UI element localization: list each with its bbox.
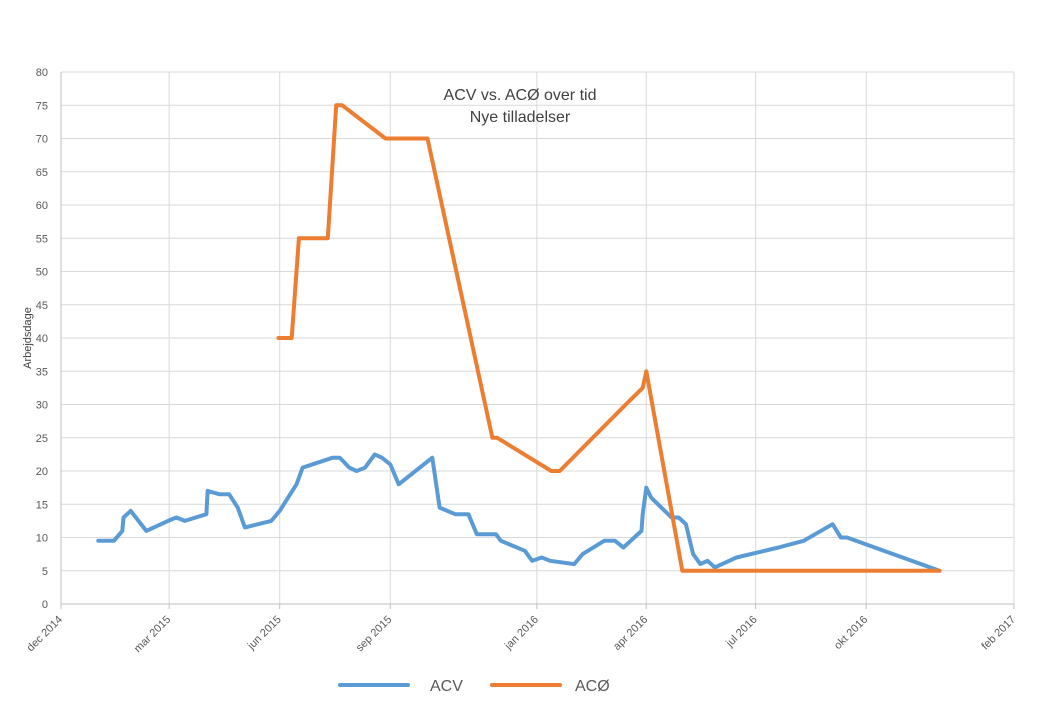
y-tick-label: 55	[36, 233, 48, 245]
x-tick-label: jun 2015	[245, 614, 284, 653]
legend: ACV ACØ	[338, 678, 610, 695]
series-line-aco	[276, 103, 942, 573]
legend-label: ACØ	[575, 678, 610, 695]
y-axis-label: Arbejdsdage	[22, 307, 34, 369]
y-tick-label: 45	[36, 300, 48, 312]
x-tick-label: mar 2015	[132, 614, 173, 655]
y-tick-label: 30	[36, 400, 48, 412]
x-tick-label: sep 2015	[354, 614, 394, 654]
y-tick-label: 15	[36, 499, 48, 511]
y-tick-label: 10	[36, 533, 48, 545]
chart-title: ACV vs. ACØ over tid	[444, 87, 597, 104]
chart-subtitle: Nye tilladelser	[470, 109, 571, 126]
series-line-acv	[96, 452, 942, 573]
y-tick-label: 35	[36, 366, 48, 378]
y-tick-label: 50	[36, 267, 48, 279]
y-tick-label: 40	[36, 333, 48, 345]
data-series	[96, 103, 942, 573]
x-tick-label: apr 2016	[611, 614, 650, 653]
y-tick-label: 25	[36, 433, 48, 445]
y-tick-label: 5	[42, 566, 48, 578]
y-tick-label: 75	[36, 100, 48, 112]
axes: 0 5 10 15 20 25 30 35 40 45 50 55 60 65 70 75 80 dec 2014…	[25, 67, 1018, 655]
x-tick-label: dec 2014	[25, 614, 65, 654]
x-tick-label: feb 2017	[979, 614, 1018, 653]
x-tick-label: jul 2016	[723, 614, 759, 650]
y-tick-label: 70	[36, 134, 48, 146]
x-tick-label: okt 2016	[832, 614, 870, 652]
y-tick-label: 65	[36, 167, 48, 179]
y-tick-label: 60	[36, 200, 48, 212]
y-tick-label: 0	[42, 599, 48, 611]
y-tick-label: 80	[36, 67, 48, 79]
gridlines	[61, 71, 1015, 604]
x-tick-label: jan 2016	[502, 614, 541, 653]
y-tick-label: 20	[36, 466, 48, 478]
legend-label: ACV	[430, 678, 463, 695]
